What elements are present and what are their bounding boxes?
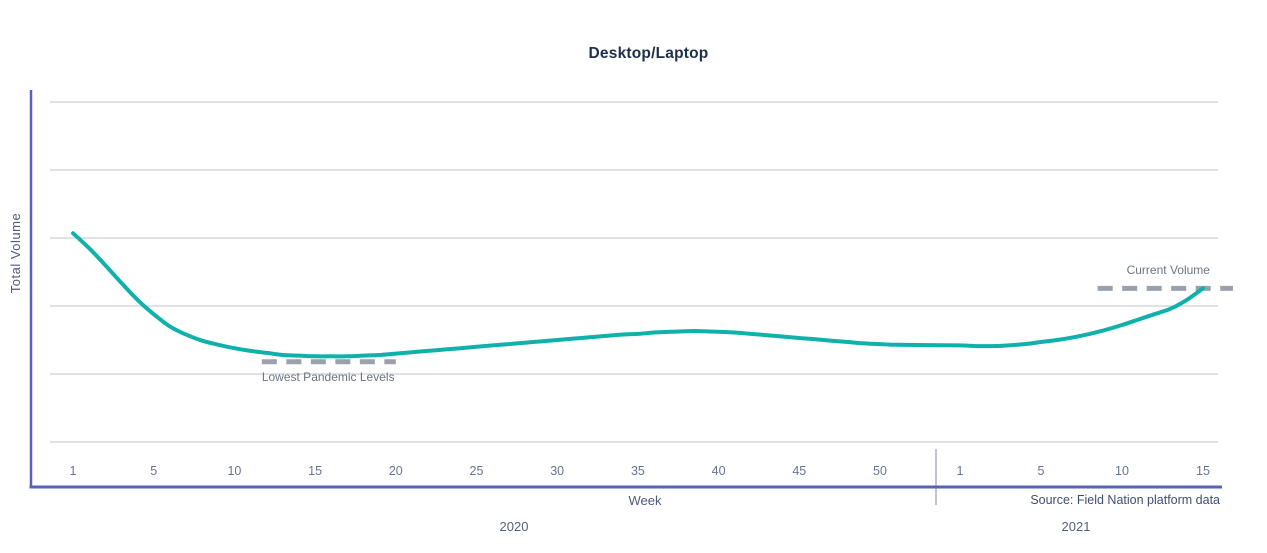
x-axis-title: Week: [628, 493, 662, 508]
x-tick-label-2021-5: 5: [1037, 464, 1045, 478]
x-tick-label-2020-15: 15: [308, 464, 323, 478]
x-tick-label-2020-20: 20: [388, 464, 403, 478]
x-tick-label-2021-10: 10: [1115, 464, 1129, 478]
annotation-current-volume: Current Volume: [1126, 263, 1210, 278]
x-tick-label-2021-1: 1: [956, 464, 964, 478]
x-tick-label-2020-30: 30: [550, 464, 565, 478]
x-tick-label-2020-45: 45: [792, 464, 807, 478]
year-label-2020: 2020: [499, 519, 529, 534]
x-tick-label-2020-1: 1: [69, 464, 77, 478]
x-tick-label-2020-25: 25: [469, 464, 484, 478]
source-note: Source: Field Nation platform data: [1030, 493, 1220, 507]
annotation-lowest-pandemic-levels: Lowest Pandemic Levels: [261, 369, 395, 384]
year-label-2021: 2021: [1061, 519, 1091, 534]
x-tick-label-2020-10: 10: [227, 464, 242, 478]
x-tick-label-2021-15: 15: [1196, 464, 1210, 478]
x-tick-label-2020-50: 50: [873, 464, 887, 478]
x-tick-label-2020-5: 5: [150, 464, 158, 478]
total-volume-line-series: [71, 231, 1205, 359]
x-tick-label-2020-35: 35: [630, 464, 645, 478]
chart-title: Desktop/Laptop: [588, 45, 709, 62]
x-tick-label-2020-40: 40: [711, 464, 726, 478]
